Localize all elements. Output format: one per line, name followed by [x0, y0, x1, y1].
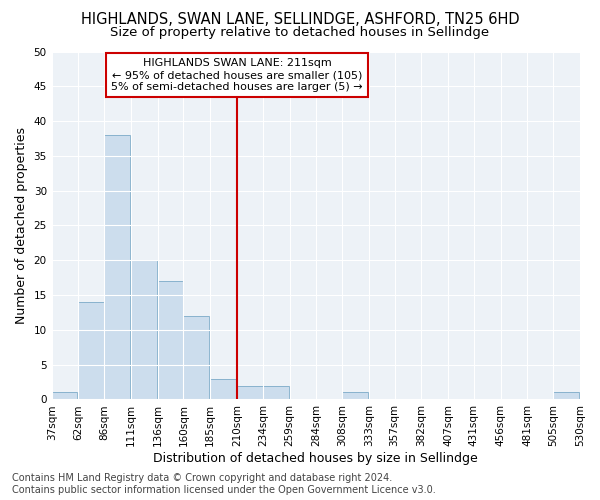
Bar: [210, 378, 236, 400]
Text: Size of property relative to detached houses in Sellindge: Size of property relative to detached ho…: [110, 26, 490, 39]
Bar: [263, 386, 289, 400]
Bar: [131, 260, 157, 400]
Text: Contains HM Land Registry data © Crown copyright and database right 2024.
Contai: Contains HM Land Registry data © Crown c…: [12, 474, 436, 495]
Bar: [342, 392, 368, 400]
Bar: [158, 281, 184, 400]
Bar: [79, 302, 104, 400]
Y-axis label: Number of detached properties: Number of detached properties: [15, 127, 28, 324]
Text: HIGHLANDS SWAN LANE: 211sqm
← 95% of detached houses are smaller (105)
5% of sem: HIGHLANDS SWAN LANE: 211sqm ← 95% of det…: [111, 58, 363, 92]
X-axis label: Distribution of detached houses by size in Sellindge: Distribution of detached houses by size …: [154, 452, 478, 465]
Bar: [104, 135, 130, 400]
Bar: [553, 392, 579, 400]
Text: HIGHLANDS, SWAN LANE, SELLINDGE, ASHFORD, TN25 6HD: HIGHLANDS, SWAN LANE, SELLINDGE, ASHFORD…: [80, 12, 520, 28]
Bar: [52, 392, 77, 400]
Bar: [184, 316, 209, 400]
Bar: [237, 386, 263, 400]
